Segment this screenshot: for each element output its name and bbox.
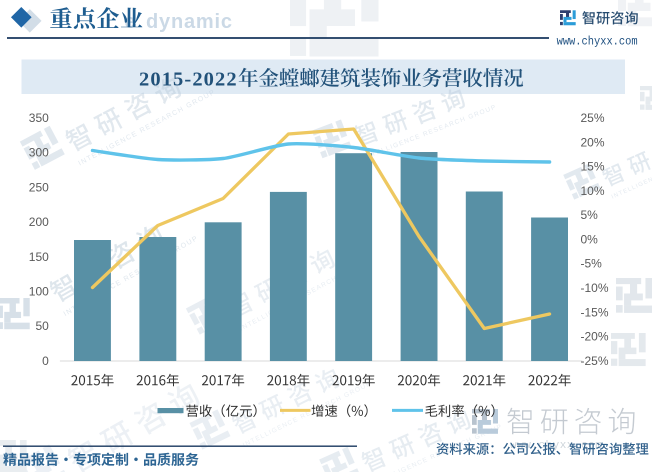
svg-text:100: 100 xyxy=(29,285,49,299)
svg-text:www.chyxx.com: www.chyxx.com xyxy=(557,35,638,49)
svg-text:www.chyxx.com: www.chyxx.com xyxy=(510,440,602,452)
svg-text:5%: 5% xyxy=(581,208,599,222)
svg-text:350: 350 xyxy=(29,111,49,125)
svg-text:-5%: -5% xyxy=(581,257,603,271)
svg-text:15%: 15% xyxy=(581,160,605,174)
svg-text:0%: 0% xyxy=(581,232,599,246)
svg-text:200: 200 xyxy=(29,215,49,229)
svg-text:-25%: -25% xyxy=(581,354,609,368)
svg-text:-15%: -15% xyxy=(581,305,609,319)
svg-text:20%: 20% xyxy=(581,135,605,149)
svg-text:50: 50 xyxy=(35,319,49,333)
svg-text:25%: 25% xyxy=(581,111,605,125)
svg-text:250: 250 xyxy=(29,180,49,194)
svg-text:dynamic: dynamic xyxy=(146,11,233,33)
svg-text:0: 0 xyxy=(42,354,49,368)
svg-text:150: 150 xyxy=(29,250,49,264)
svg-text:10%: 10% xyxy=(581,184,605,198)
svg-text:300: 300 xyxy=(29,146,49,160)
svg-text:2015-2022: 2015-2022 xyxy=(139,68,238,90)
svg-text:-10%: -10% xyxy=(581,281,609,295)
svg-text:-20%: -20% xyxy=(581,330,609,344)
